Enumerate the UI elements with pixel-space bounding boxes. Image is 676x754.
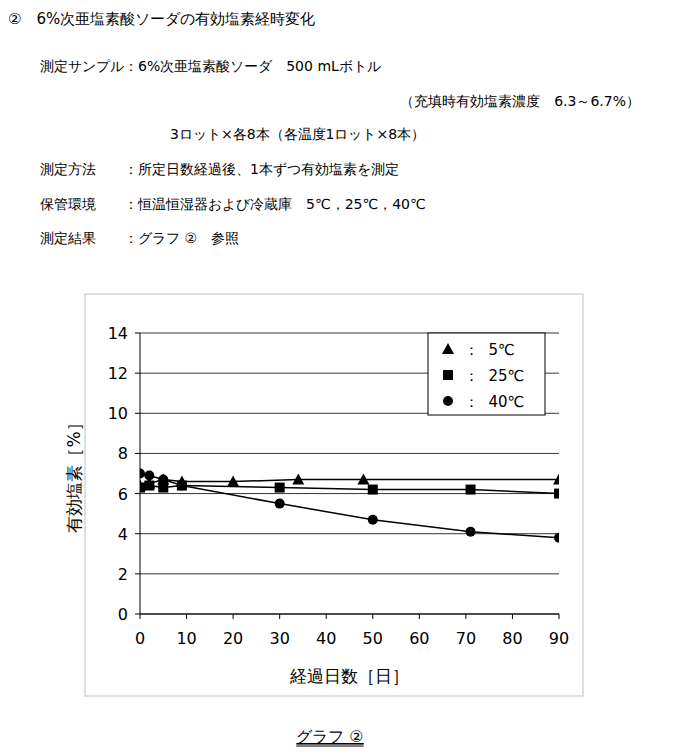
- heading: ② 6%次亜塩素酸ソーダの有効塩素経時変化: [8, 10, 315, 28]
- data-point: [158, 475, 168, 485]
- header-line: 3ロット×各8本（各温度1ロット×8本）: [170, 126, 425, 142]
- y-tick: [135, 453, 140, 454]
- plot-data: [140, 469, 559, 543]
- x-tick: [233, 614, 234, 619]
- x-tick-label: 80: [502, 629, 522, 648]
- legend-marker: [443, 370, 453, 380]
- y-tick: [135, 493, 140, 494]
- x-tick-label: 0: [135, 629, 145, 648]
- data-point: [177, 481, 187, 491]
- data-point: [177, 481, 187, 491]
- data-point: [275, 499, 285, 509]
- chart-title: グラフ ②: [296, 727, 363, 746]
- x-tick: [326, 614, 327, 619]
- legend-box: [428, 333, 545, 415]
- x-tick: [465, 614, 466, 619]
- x-axis-label: 経過日数［日］: [289, 666, 409, 686]
- legend-marker: [442, 343, 454, 354]
- data-point: [227, 476, 239, 487]
- data-point: [140, 483, 145, 493]
- header-line: 保管環境 ：恒温恒湿器および冷蔵庫 5℃，25℃，40℃: [40, 196, 426, 212]
- x-axis: [140, 614, 559, 615]
- y-tick: [135, 373, 140, 374]
- data-point: [292, 474, 304, 485]
- data-point: [368, 485, 378, 495]
- x-tick-label: 70: [456, 629, 476, 648]
- y-tick-label: 14: [108, 324, 128, 343]
- y-tick-label: 4: [118, 525, 128, 544]
- y-tick-label: 8: [118, 444, 128, 463]
- data-point: [554, 533, 559, 543]
- y-tick: [135, 533, 140, 534]
- data-point: [466, 485, 476, 495]
- canvas: ② 6%次亜塩素酸ソーダの有効塩素経時変化測定サンプル：6%次亜塩素酸ソーダ 5…: [0, 0, 676, 754]
- x-tick: [279, 614, 280, 619]
- grid-line: [140, 573, 559, 574]
- y-tick: [135, 614, 140, 615]
- x-tick: [559, 614, 560, 619]
- x-tick: [512, 614, 513, 619]
- x-tick: [419, 614, 420, 619]
- chart-frame: [85, 294, 583, 696]
- header-line: 測定結果 ：グラフ ② 参照: [40, 230, 239, 246]
- data-point: [553, 474, 559, 485]
- data-point: [140, 469, 145, 479]
- data-point: [554, 489, 559, 499]
- y-tick-label: 2: [118, 565, 128, 584]
- y-axis-label: 有効塩素［%］: [64, 414, 84, 532]
- series-line: [140, 480, 559, 486]
- header-line: 測定方法 ：所定日数経過後、1本ずつ有効塩素を測定: [40, 161, 399, 177]
- x-tick-label: 40: [316, 629, 336, 648]
- data-point: [466, 527, 476, 537]
- x-tick: [372, 614, 373, 619]
- grid-line: [140, 493, 559, 494]
- y-tick: [135, 573, 140, 574]
- x-tick-label: 50: [363, 629, 383, 648]
- x-tick: [140, 614, 141, 619]
- data-point: [368, 515, 378, 525]
- y-tick: [135, 333, 140, 334]
- data-point: [275, 483, 285, 493]
- x-tick-label: 10: [176, 629, 196, 648]
- x-tick: [186, 614, 187, 619]
- header-line: 測定サンプル：6%次亜塩素酸ソーダ 500 mLボトル: [40, 58, 381, 74]
- y-tick: [135, 413, 140, 414]
- x-tick-label: 20: [223, 629, 243, 648]
- x-tick-label: 30: [269, 629, 289, 648]
- legend-marker: [443, 396, 453, 406]
- grid-line: [140, 453, 559, 454]
- legend-label: ： 5℃: [464, 341, 515, 359]
- page: ② 6%次亜塩素酸ソーダの有効塩素経時変化測定サンプル：6%次亜塩素酸ソーダ 5…: [0, 0, 676, 754]
- data-point: [144, 481, 154, 491]
- data-point: [144, 471, 154, 481]
- data-point: [357, 474, 369, 485]
- title-underline: [296, 746, 363, 747]
- y-tick-label: 10: [108, 404, 128, 423]
- x-tick-label: 90: [549, 629, 569, 648]
- y-tick-label: 0: [118, 605, 128, 624]
- y-tick-label: 12: [108, 364, 128, 383]
- x-tick-label: 60: [409, 629, 429, 648]
- header-line: （充填時有効塩素濃度 6.3～6.7%）: [400, 93, 640, 109]
- grid-line: [140, 614, 559, 615]
- y-tick-label: 6: [118, 485, 128, 504]
- legend-label: ： 40℃: [464, 393, 524, 411]
- series-line: [140, 474, 559, 538]
- legend-label: ： 25℃: [464, 367, 524, 385]
- legend: ： 5℃ ： 25℃ ： 40℃: [428, 333, 545, 415]
